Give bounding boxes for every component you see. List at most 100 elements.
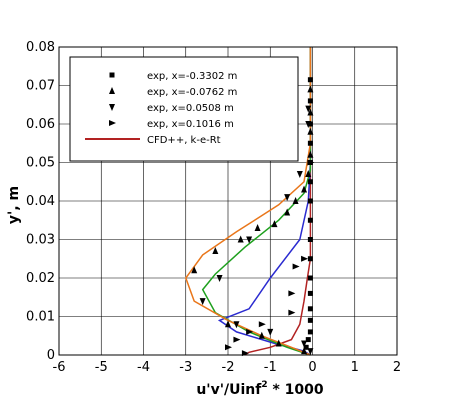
legend-label: exp, x=0.1016 m: [147, 119, 234, 130]
x-tick-label: -5: [95, 360, 108, 375]
exp-point: [307, 317, 313, 323]
exp-point: [225, 320, 231, 328]
legend-label: exp, x=-0.3302 m: [147, 71, 237, 82]
x-tick-label: -3: [179, 360, 192, 375]
exp-point: [307, 329, 313, 335]
x-tick-label: -4: [137, 360, 150, 375]
y-axis-title: y', m: [6, 186, 22, 224]
exp-point: [305, 337, 311, 343]
x-axis-title-tail: * 1000: [268, 382, 324, 398]
y-tick-label: 0.03: [26, 233, 55, 248]
legend-entry: exp, x=0.1016 m: [109, 119, 234, 130]
legend-marker: [109, 72, 115, 78]
exp-point: [301, 185, 308, 193]
exp-point: [233, 321, 240, 329]
exp-point: [307, 290, 313, 296]
legend-marker: [109, 104, 115, 111]
legend-label: exp, x=0.0508 m: [147, 103, 234, 114]
legend-marker: [109, 120, 116, 126]
exp-series-2: [191, 85, 314, 355]
exp-series-4: [225, 159, 315, 357]
exp-point: [307, 348, 314, 356]
exp-point: [199, 298, 206, 306]
exp-point: [301, 255, 309, 262]
legend-box: [69, 56, 299, 162]
exp-point: [233, 336, 241, 343]
x-tick-label: -2: [222, 360, 235, 375]
exp-point: [275, 339, 282, 347]
exp-point: [307, 77, 313, 83]
exp-point: [258, 331, 265, 339]
x-axis-ticks: -6 -5 -4 -3 -2 -1 0 1 2: [53, 360, 402, 375]
x-axis-title-main: u'v'/Uinf: [196, 382, 262, 398]
y-tick-label: 0: [47, 348, 55, 363]
exp-point: [307, 150, 314, 158]
exp-point: [307, 85, 314, 93]
series-layer: [184, 47, 315, 357]
x-tick-label: -6: [53, 360, 66, 375]
exp-point: [288, 290, 296, 297]
legend: exp, x=-0.3302 m exp, x=-0.0762 m exp, x=0…: [69, 56, 299, 162]
exp-point: [307, 179, 313, 185]
y-tick-label: 0.05: [26, 156, 55, 171]
y-axis-ticks: 0 0.01 0.02 0.03 0.04 0.05 0.06 0.07 0.08: [26, 40, 55, 363]
legend-entry: CFD++, k-e-Rt: [85, 135, 221, 146]
exp-point: [305, 170, 312, 178]
exp-point: [288, 309, 296, 316]
exp-point: [237, 235, 244, 243]
exp-point: [303, 344, 309, 350]
legend-label: exp, x=-0.0762 m: [147, 87, 237, 98]
exp-series-3: [199, 105, 314, 356]
exp-point: [284, 208, 291, 216]
exp-point: [307, 198, 313, 204]
legend-marker: [109, 87, 115, 94]
exp-point: [307, 98, 313, 104]
y-tick-label: 0.07: [26, 79, 55, 94]
exp-point: [307, 127, 314, 135]
exp-point: [296, 171, 303, 179]
x-axis-title: u'v'/Uinf2 * 1000: [196, 380, 324, 398]
exp-point: [301, 347, 308, 355]
y-tick-label: 0.08: [26, 40, 55, 55]
exp-point: [307, 108, 314, 116]
exp-point: [292, 263, 300, 270]
exp-point: [267, 328, 274, 336]
y-tick-label: 0.04: [26, 194, 55, 209]
x-tick-label: 2: [393, 360, 401, 375]
exp-point: [191, 266, 198, 274]
exp-point: [307, 140, 313, 146]
x-tick-label: 0: [308, 360, 316, 375]
exp-point: [292, 197, 299, 204]
exp-point: [216, 275, 223, 282]
exp-point: [246, 328, 254, 335]
exp-point: [305, 105, 312, 113]
exp-point: [246, 236, 253, 244]
y-tick-label: 0.01: [26, 310, 55, 325]
legend-label: CFD++, k-e-Rt: [147, 135, 221, 146]
exp-point: [305, 121, 312, 128]
exp-point: [307, 256, 313, 262]
plot-frame: [58, 46, 398, 356]
exp-point: [307, 159, 315, 166]
exp-point: [307, 217, 313, 223]
exp-point: [258, 321, 266, 328]
legend-entry: exp, x=-0.3302 m: [109, 71, 237, 82]
axes-layer: [58, 46, 398, 356]
exp-point: [307, 306, 313, 312]
x-tick-label: -1: [264, 360, 277, 375]
exp-point: [307, 121, 313, 127]
exp-point: [271, 220, 278, 228]
x-axis-title-sup: 2: [261, 380, 267, 390]
legend-entry: exp, x=-0.0762 m: [109, 87, 237, 98]
y-tick-label: 0.06: [26, 117, 55, 132]
x-tick-label: 1: [351, 360, 359, 375]
exp-point: [212, 247, 219, 255]
exp-point: [301, 340, 308, 348]
y-tick-label: 0.02: [26, 271, 55, 286]
exp-point: [307, 237, 313, 242]
exp-point: [254, 223, 261, 231]
legend-entry: exp, x=0.0508 m: [109, 103, 234, 114]
exp-point: [307, 275, 313, 281]
exp-point: [284, 194, 291, 202]
